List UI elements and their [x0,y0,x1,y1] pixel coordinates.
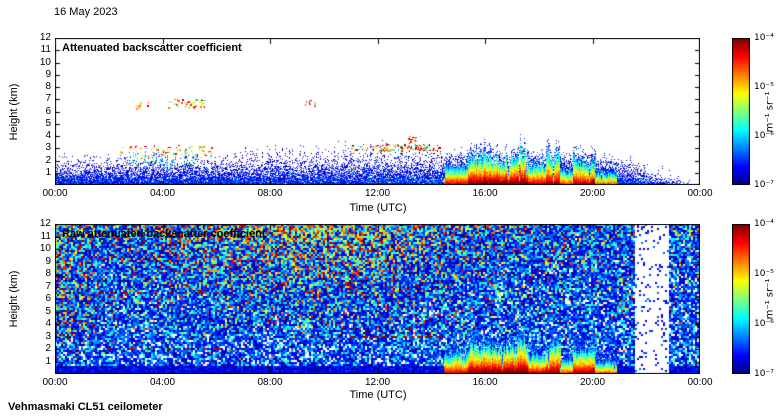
y-axis-label-processed: Height (km) [8,83,20,141]
y-tick-label: 6 [45,105,51,117]
y-tick-label: 12 [39,218,51,229]
colorbar-tick-label: 10⁻⁷ [754,180,774,190]
y-tick-label: 4 [45,318,51,329]
panel-title-raw: Raw attenuated backscatter coefficient [62,228,266,240]
y-tick-label: 11 [40,230,51,242]
y-tick-label: 10 [39,56,51,68]
y-tick-label: 3 [45,142,51,154]
y-tick-label: 1 [45,355,51,367]
x-axis-label-raw: Time (UTC) [349,389,407,401]
y-tick-label: 8 [45,268,51,279]
plot-canvas-processed [55,38,700,185]
colorbar-tick-label: 10⁻⁵ [754,269,774,279]
y-tick-label: 5 [45,305,51,317]
y-tick-label: 12 [39,32,51,43]
x-tick-label: 04:00 [149,188,176,199]
y-tick-label: 7 [45,93,51,105]
instrument-label: Vehmasmaki CL51 ceilometer [8,401,163,413]
y-tick-label: 4 [45,130,51,141]
y-tick-label: 7 [45,280,51,292]
panel-title-processed: Attenuated backscatter coefficient [62,42,242,54]
x-tick-label: 00:00 [42,377,68,388]
x-tick-label: 00:00 [687,188,713,199]
y-tick-label: 9 [45,68,51,80]
x-tick-label: 16:00 [472,188,498,199]
y-tick-label: 3 [45,330,51,342]
colorbar-tick-label: 10⁻⁶ [754,319,774,329]
y-tick-label: 9 [45,255,51,267]
colorbar-tick-label: 10⁻⁴ [754,33,774,43]
y-tick-label: 1 [45,166,51,178]
y-tick-label: 2 [45,343,51,354]
colorbar-raw [732,224,750,374]
x-tick-label: 00:00 [42,188,68,199]
x-tick-label: 04:00 [149,377,176,388]
date-label: 16 May 2023 [54,6,118,18]
colorbar-tick-label: 10⁻⁵ [754,82,774,92]
x-tick-label: 16:00 [472,377,498,388]
plot-canvas-raw [55,224,700,374]
y-tick-label: 5 [45,117,51,129]
x-axis-label-processed: Time (UTC) [349,202,407,214]
x-tick-label: 12:00 [364,188,391,199]
y-tick-label: 10 [39,243,51,254]
y-tick-label: 2 [45,154,51,166]
colorbar-tick-label: 10⁻⁴ [754,219,774,229]
x-tick-label: 08:00 [257,377,283,388]
y-tick-label: 8 [45,81,51,92]
colorbar-unit-processed: m⁻¹ sr⁻¹ [764,91,776,133]
x-tick-label: 00:00 [687,377,713,388]
colorbar-tick-label: 10⁻⁶ [754,131,774,141]
y-axis-label-raw: Height (km) [8,270,20,328]
colorbar-unit-raw: m⁻¹ sr⁻¹ [764,278,776,320]
x-tick-label: 08:00 [257,188,283,199]
colorbar-tick-label: 10⁻⁷ [754,369,774,379]
x-tick-label: 20:00 [579,377,606,388]
x-tick-label: 20:00 [579,188,606,199]
colorbar-processed [732,38,750,185]
y-tick-label: 11 [40,44,51,56]
x-tick-label: 12:00 [364,377,391,388]
y-tick-label: 6 [45,293,51,304]
